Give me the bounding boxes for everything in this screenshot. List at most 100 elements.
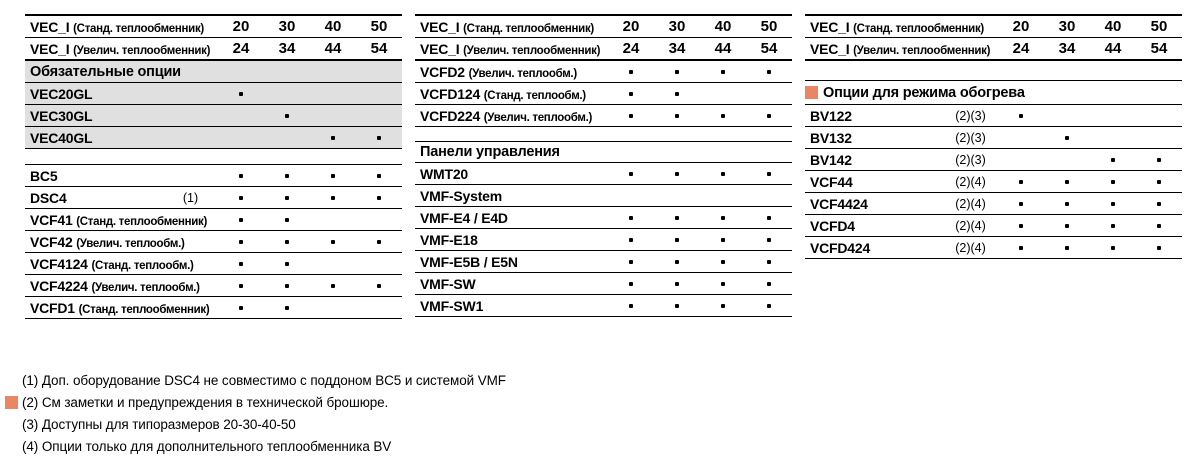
row-label: VEC40GL	[30, 129, 93, 146]
availability-cell	[672, 213, 682, 223]
table-mandatory-and-main-options: VEC_I (Станд. теплообменник) 20 30 40 50 VEC_…	[25, 14, 402, 319]
availability-cell	[1016, 111, 1026, 121]
availability-dot	[675, 259, 679, 264]
availability-dot	[675, 113, 679, 118]
footnote: (1) Доп. оборудование DSC4 не совместимо…	[5, 369, 506, 391]
availability-cell	[672, 301, 682, 311]
availability-cell	[626, 257, 636, 267]
availability-dot	[1157, 223, 1161, 228]
size-column-header: 20	[622, 18, 640, 35]
size-column-header: 44	[324, 40, 342, 57]
availability-dot	[675, 69, 679, 74]
row-sublabel: (Станд. теплообм.)	[91, 259, 194, 272]
footnote-text: (4) Опции только для дополнительного теп…	[22, 438, 392, 454]
footnote: (3) Доступны для типоразмеров 20-30-40-5…	[5, 413, 506, 435]
availability-cell	[764, 213, 774, 223]
availability-dot	[721, 215, 725, 220]
availability-dot	[1065, 201, 1069, 206]
availability-dot	[331, 173, 335, 178]
availability-cell	[282, 237, 292, 247]
footnote: (4) Опции только для дополнительного теп…	[5, 435, 506, 457]
row-label: VCFD4	[810, 217, 855, 234]
availability-dot	[629, 171, 633, 176]
availability-cell	[374, 215, 384, 225]
availability-cell	[1154, 155, 1164, 165]
table-row: DSC4 (1)	[25, 187, 402, 209]
availability-cell	[282, 133, 292, 143]
row-sublabel: (Увелич. теплообм.)	[76, 237, 185, 250]
footnotes: (1) Доп. оборудование DSC4 не совместимо…	[5, 369, 506, 457]
availability-cell	[626, 301, 636, 311]
availability-dot	[377, 173, 381, 178]
availability-dot	[377, 195, 381, 200]
table-row: VMF-E18	[415, 229, 792, 251]
row-note: (2)(4)	[955, 196, 986, 211]
series-sublabel: (Увелич. теплообменник)	[463, 44, 601, 57]
availability-dot	[675, 281, 679, 286]
availability-cell	[282, 111, 292, 121]
availability-dot	[285, 113, 289, 118]
size-column-header: 44	[1104, 40, 1122, 57]
availability-dot	[1019, 201, 1023, 206]
availability-dot	[721, 69, 725, 74]
availability-dot	[675, 237, 679, 242]
availability-cell	[1154, 243, 1164, 253]
size-column-header: 20	[232, 18, 250, 35]
availability-dot	[629, 113, 633, 118]
availability-cell	[1016, 155, 1026, 165]
availability-dot	[1157, 201, 1161, 206]
availability-dot	[629, 303, 633, 308]
availability-dot	[767, 259, 771, 264]
availability-cell	[672, 257, 682, 267]
availability-cell	[672, 235, 682, 245]
availability-dot	[239, 173, 243, 178]
table-row: VMF-SW1	[415, 295, 792, 317]
row-label: VCFD424	[810, 239, 871, 256]
availability-dot	[1065, 245, 1069, 250]
series-label: VEC_I (Станд. теплообменник)	[30, 18, 204, 35]
availability-dot	[285, 173, 289, 178]
table-header-row: VEC_I (Увелич. теплообменник) 24 34 44 54	[805, 38, 1182, 61]
table-row: VCFD424 (2)(4)	[805, 237, 1182, 259]
availability-cell	[718, 111, 728, 121]
availability-dot	[629, 259, 633, 264]
size-column-header: 34	[668, 40, 686, 57]
row-label: VCFD2 (Увелич. теплообм.)	[420, 63, 578, 80]
availability-dot	[285, 283, 289, 288]
table-heating-mode-options: VEC_I (Станд. теплообменник) 20 30 40 50 VEC_…	[805, 14, 1182, 259]
availability-cell	[1108, 133, 1118, 143]
availability-cell	[328, 215, 338, 225]
availability-cell	[764, 257, 774, 267]
table-header-row: VEC_I (Станд. теплообменник) 20 30 40 50	[25, 16, 402, 38]
row-label: VEC20GL	[30, 85, 93, 102]
row-label: VCFD124 (Станд. теплообм.)	[420, 85, 586, 102]
availability-cell	[328, 259, 338, 269]
availability-cell	[1154, 111, 1164, 121]
table-row: BV122 (2)(3)	[805, 105, 1182, 127]
table-row: VMF-E5B / E5N	[415, 251, 792, 273]
availability-cell	[236, 171, 246, 181]
table-row: VCF4224 (Увелич. теплообм.)	[25, 275, 402, 297]
availability-cell	[236, 89, 246, 99]
availability-dot	[239, 283, 243, 288]
availability-cell	[236, 193, 246, 203]
size-column-header: 24	[1012, 40, 1030, 57]
size-column-header: 40	[1104, 18, 1122, 35]
size-column-header: 30	[278, 18, 296, 35]
availability-dot	[1019, 113, 1023, 118]
series-label: VEC_I (Увелич. теплообменник)	[420, 40, 601, 57]
size-column-header: 34	[1058, 40, 1076, 57]
availability-cell	[1154, 177, 1164, 187]
size-column-header: 30	[1058, 18, 1076, 35]
row-sublabel: (Увелич. теплообм.)	[468, 67, 578, 80]
availability-cell	[672, 89, 682, 99]
availability-dot	[239, 217, 243, 222]
section-title-text: Опции для режима обогрева	[823, 84, 1025, 101]
availability-dot	[767, 303, 771, 308]
availability-cell	[236, 133, 246, 143]
section-title: Опции для режима обогрева	[805, 81, 1182, 105]
row-label: VMF-SW	[420, 275, 476, 292]
availability-dot	[767, 281, 771, 286]
availability-cell	[764, 111, 774, 121]
availability-cell	[1154, 199, 1164, 209]
